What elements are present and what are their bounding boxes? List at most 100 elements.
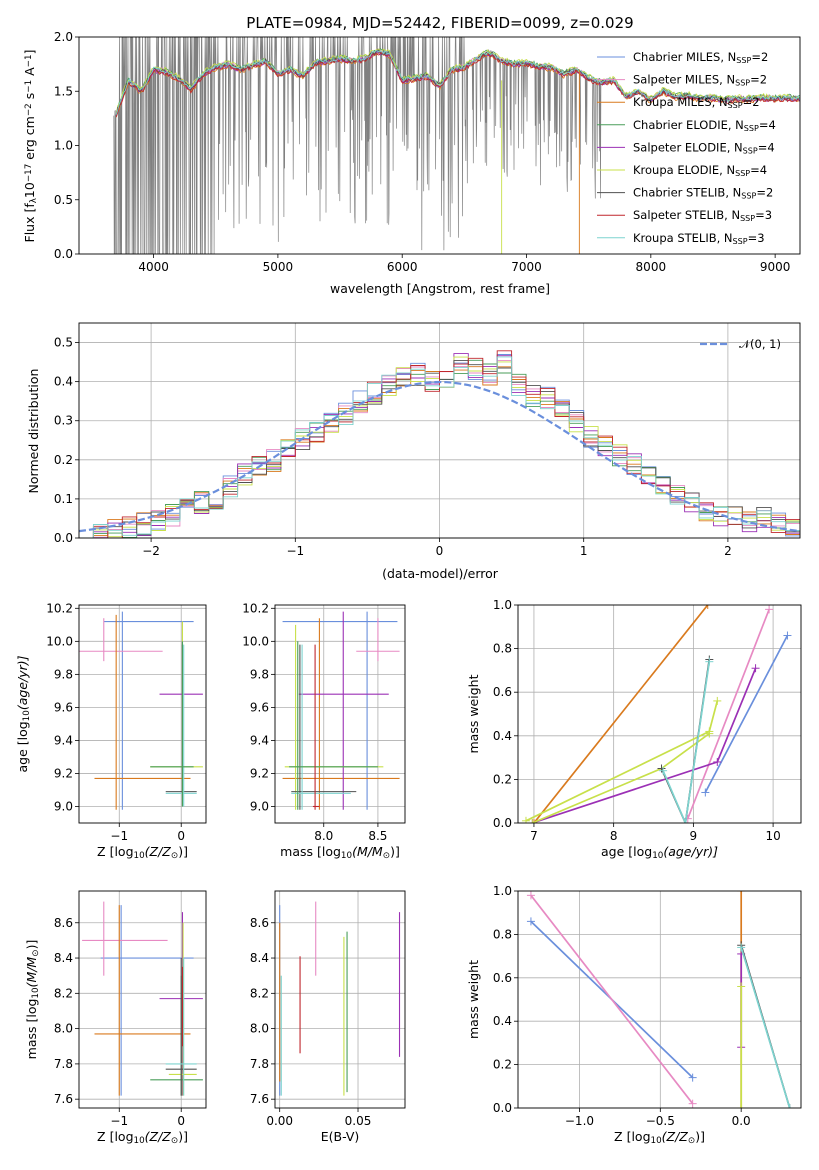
panel-xlabel: mass [log10(M/M⊙)]: [280, 844, 400, 861]
y-tick-label: 0.6: [493, 971, 512, 985]
y-tick-label: 1.5: [54, 84, 73, 98]
y-tick-label: 7.6: [54, 1092, 73, 1106]
metallicity-mass-panel: −1 07.67.88.08.28.48.6Z [log10(Z/Z⊙)]mass…: [24, 890, 207, 1146]
plot-area: [526, 891, 794, 1108]
panel-ylabel-part: 10: [22, 710, 32, 721]
legend-entry-part: SSP: [743, 146, 758, 155]
panel-xlabel-part: ⊙: [171, 1136, 178, 1146]
y-tick-label: 2.0: [54, 30, 73, 44]
legend-entry-part: Chabrier STELIB, N: [633, 186, 741, 200]
weight-line: [740, 947, 791, 1108]
panel-xlabel: E(B-V): [321, 1129, 360, 1144]
y-tick-label: 9.6: [250, 700, 269, 714]
y-tick-label: 9.8: [54, 667, 73, 681]
panel-ylabel-part: )]: [24, 940, 39, 950]
x-tick-label: 8: [610, 829, 618, 843]
x-tick-label: 9: [690, 829, 698, 843]
y-tick-label: 0.0: [493, 816, 512, 830]
x-tick-label: 0.05: [345, 1114, 372, 1128]
spectrum-ylabel-part: ]: [22, 50, 37, 55]
plot-area: [521, 605, 792, 823]
y-tick-label: 1.0: [493, 884, 512, 898]
panel-xlabel-part: Z [log: [97, 844, 133, 859]
legend-entry-part: =2: [751, 50, 768, 64]
legend-entry-part: SSP: [735, 169, 750, 178]
panel-xlabel-part: )]: [178, 1129, 188, 1144]
y-tick-label: 7.6: [250, 1092, 269, 1106]
y-tick-label: 0.8: [493, 927, 512, 941]
panel-ylabel-part: (M/M: [24, 957, 39, 988]
y-tick-label: 7.8: [54, 1057, 73, 1071]
y-tick-label: 0.2: [493, 772, 512, 786]
legend-entry: 𝒩(0, 1): [739, 337, 781, 351]
panel-xlabel-part: )]: [178, 844, 188, 859]
panel-xlabel: age [log10(age/yr)]: [601, 844, 718, 861]
y-tick-label: 0.3: [54, 414, 73, 428]
panel-xlabel-part: ⊙: [171, 851, 178, 861]
spectrum-ylabel-part: λ: [29, 198, 39, 203]
weight-line: [532, 667, 757, 823]
panel-ylabel-part: mass [log: [24, 999, 39, 1060]
weight-line: [687, 609, 770, 819]
panel-ylabel: mass [log10(M/M⊙)]: [24, 940, 41, 1060]
y-tick-label: 0.0: [54, 247, 73, 261]
axes-frame: [517, 890, 802, 1109]
x-tick-label: 0: [177, 829, 185, 843]
x-tick-label: 5000: [263, 260, 294, 274]
panel-xlabel-part: Z [log: [614, 1129, 650, 1144]
legend-entry-part: Salpeter MILES, N: [633, 73, 735, 87]
model-spectrum: [115, 50, 800, 115]
y-tick-label: 8.0: [250, 1022, 269, 1036]
axes-frame: [274, 890, 406, 1109]
y-tick-label: 8.4: [54, 951, 73, 965]
legend-entry: Salpeter MILES, NSSP=2: [633, 73, 767, 88]
spectrum-panel: 4000 5000 6000 7000 8000 9000 0.0 0.5 1.0 1.5 2.0 P…: [22, 14, 801, 296]
panel-xlabel-part: 10: [652, 851, 663, 861]
x-tick-label: −0.5: [646, 1114, 675, 1128]
y-tick-label: 1.0: [493, 598, 512, 612]
axes-frame: [78, 890, 207, 1109]
panel-ylabel: mass weight: [466, 674, 481, 753]
y-tick-label: 10.0: [242, 634, 269, 648]
legend-entry: Kroupa STELIB, NSSP=3: [633, 231, 765, 246]
panel-xlabel: Z [log10(Z/Z⊙)]: [97, 844, 188, 861]
residual-ylabel: Normed distribution: [26, 369, 41, 494]
panel-xlabel: Z [log10(Z/Z⊙)]: [97, 1129, 188, 1146]
y-tick-label: 8.2: [250, 986, 269, 1000]
y-tick-label: 0.0: [54, 531, 73, 545]
legend-entry-part: =4: [750, 163, 767, 177]
legend-entry-part: =4: [759, 118, 776, 132]
legend-entry-part: SSP: [735, 79, 750, 88]
weight-line: [662, 661, 711, 823]
legend-entry-part: =2: [756, 186, 773, 200]
y-tick-label: 8.2: [54, 986, 73, 1000]
plot-area: [79, 350, 800, 538]
panel-xlabel-part: 10: [651, 1136, 662, 1146]
panel-xlabel-part: age [log: [601, 844, 652, 859]
panel-xlabel-part: Z [log: [97, 1129, 133, 1144]
panel-xlabel-part: ⊙: [383, 851, 390, 861]
panel-ylabel-part: 10: [31, 987, 41, 998]
panel-xlabel-part: (Z/Z: [662, 1129, 689, 1144]
x-tick-label: −1.0: [565, 1114, 594, 1128]
panel-ylabel-part: (age/yr)]: [15, 655, 30, 710]
y-tick-label: 0.4: [493, 729, 512, 743]
y-tick-label: 0.5: [54, 193, 73, 207]
legend-entry-part: SSP: [744, 124, 759, 133]
y-tick-label: 9.8: [250, 667, 269, 681]
spectrum-ylabel-part: 10: [22, 182, 37, 198]
legend-entry: Kroupa ELODIE, NSSP=4: [633, 163, 767, 178]
x-tick-label: 9000: [760, 260, 791, 274]
x-tick-label: 7: [530, 829, 538, 843]
weight-line: [531, 732, 710, 823]
spectrum-ylabel-part: −1: [24, 80, 34, 93]
panel-ylabel-part: age [log: [15, 721, 30, 772]
legend-entry-part: Salpeter STELIB, N: [633, 208, 740, 222]
legend-entry: Salpeter STELIB, NSSP=3: [633, 208, 772, 223]
y-tick-label: 0.1: [54, 492, 73, 506]
axes-frame: [274, 604, 406, 824]
weight-line: [704, 635, 789, 793]
panel-xlabel-part: (Z/Z: [145, 844, 172, 859]
axes-frame: [78, 604, 207, 824]
legend-entry-part: SSP: [741, 192, 756, 201]
